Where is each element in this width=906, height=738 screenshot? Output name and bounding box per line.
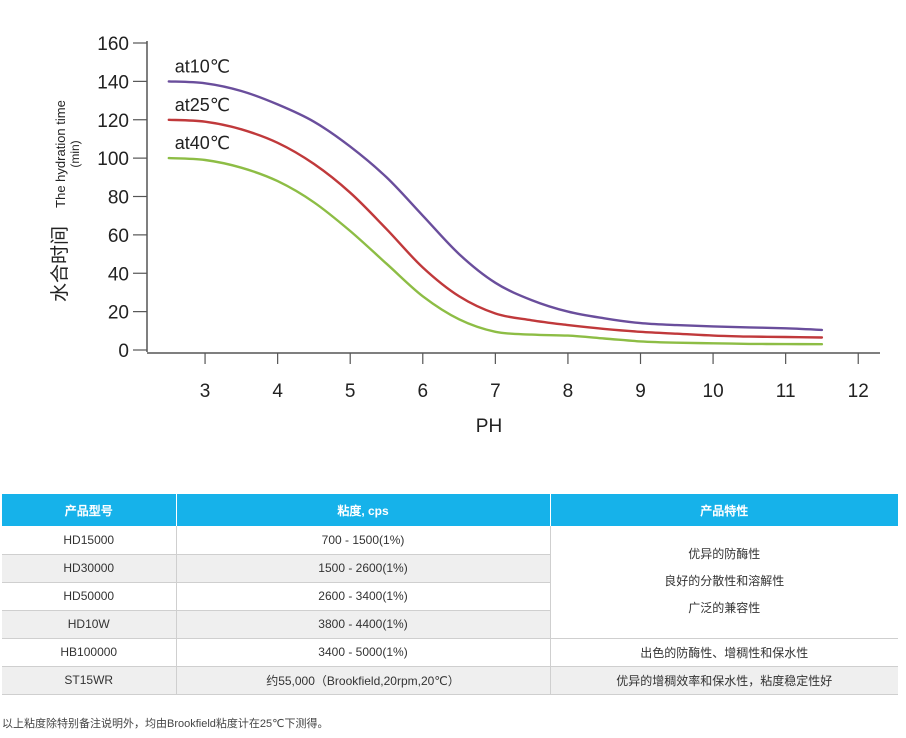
x-tick-label: 3 xyxy=(200,381,211,402)
x-tick-label: 11 xyxy=(776,381,796,402)
x-tick-label: 7 xyxy=(490,381,501,402)
cell-model: HD15000 xyxy=(2,526,177,555)
cell-viscosity: 3800 - 4400(1%) xyxy=(175,610,550,639)
y-tick-label: 60 xyxy=(108,226,129,247)
table-row: HD50000 2600 - 3400(1%) xyxy=(2,582,898,611)
y-tick-label: 40 xyxy=(108,264,129,285)
table-header-row: 产品型号 粘度, cps 产品特性 xyxy=(2,494,898,526)
cell-viscosity: 2600 - 3400(1%) xyxy=(175,582,550,611)
table-row: HB100000 3400 - 5000(1%) 出色的防酶性、增稠性和保水性 xyxy=(2,638,898,667)
feature-line: 广泛的兼容性 xyxy=(688,601,761,616)
table-row: ST15WR 约55,000（Brookfield,20rpm,20℃） 优异的… xyxy=(2,666,898,695)
cell-model: HD50000 xyxy=(2,582,177,611)
cell-viscosity: 700 - 1500(1%) xyxy=(175,526,551,555)
y-tick-label: 20 xyxy=(108,303,129,324)
series-label-2: at25℃ xyxy=(175,95,230,115)
cell-viscosity: 3400 - 5000(1%) xyxy=(175,638,551,667)
y-tick-label: 160 xyxy=(97,34,129,55)
cell-model: HD30000 xyxy=(2,554,177,583)
product-spec-table: 产品型号 粘度, cps 产品特性 HD15000 700 - 1500(1%)… xyxy=(2,494,898,695)
y-axis-label-unit: (min) xyxy=(68,140,82,167)
series-label-1: at10℃ xyxy=(175,56,230,76)
y-axis-label-en: The hydration time xyxy=(53,100,68,208)
y-tick-label: 80 xyxy=(108,188,129,209)
series-labels: at10℃ at25℃ at40℃ xyxy=(175,56,230,153)
x-axis: 3 4 5 6 7 8 9 10 11 12 xyxy=(147,352,880,402)
x-axis-label: PH xyxy=(476,416,502,437)
y-axis-label-cn: 水合时间 xyxy=(49,226,71,302)
cell-features: 优异的增稠效率和保水性，粘度稳定性好 xyxy=(549,666,898,695)
series-label-3: at40℃ xyxy=(175,133,230,153)
x-tick-label: 6 xyxy=(417,381,428,402)
header-features: 产品特性 xyxy=(549,494,898,526)
y-axis-label: 水合时间 The hydration time (min) xyxy=(49,100,82,302)
feature-line: 优异的防酶性 xyxy=(688,547,761,562)
y-tick-label: 120 xyxy=(97,111,129,132)
cell-features-merged: 优异的防酶性 良好的分散性和溶解性 广泛的兼容性 xyxy=(549,526,898,639)
header-viscosity: 粘度, cps xyxy=(175,494,550,526)
feature-line: 良好的分散性和溶解性 xyxy=(664,574,785,589)
y-tick-label: 0 xyxy=(118,341,129,362)
x-tick-label: 10 xyxy=(703,381,724,402)
series-line-3 xyxy=(167,156,824,346)
x-tick-label: 12 xyxy=(848,381,869,402)
x-tick-label: 5 xyxy=(345,381,356,402)
footnote: 以上粘度除特别备注说明外，均由Brookfield粘度计在25℃下测得。 xyxy=(2,718,329,730)
cell-model: HB100000 xyxy=(2,638,177,667)
table-row: HD15000 700 - 1500(1%) 优异的防酶性 良好的分散性和溶解性… xyxy=(2,526,898,639)
header-model: 产品型号 xyxy=(2,494,176,526)
series-layer xyxy=(167,80,824,346)
table-row: HD10W 3800 - 4400(1%) xyxy=(2,610,898,639)
table-row: HD30000 1500 - 2600(1%) xyxy=(2,554,898,583)
x-tick-label: 4 xyxy=(272,381,283,402)
cell-viscosity: 1500 - 2600(1%) xyxy=(175,554,550,583)
series-line-2 xyxy=(167,118,824,339)
series-line-1 xyxy=(167,80,824,332)
y-tick-label: 140 xyxy=(97,72,129,93)
x-tick-label: 8 xyxy=(563,381,574,402)
cell-model: HD10W xyxy=(2,610,177,639)
hydration-time-chart: 0 20 40 60 80 100 120 140 160 3 4 5 6 7 8 9 10 11 12 at10… xyxy=(49,34,880,437)
cell-viscosity: 约55,000（Brookfield,20rpm,20℃） xyxy=(175,666,551,695)
y-tick-label: 100 xyxy=(97,149,129,170)
cell-model: ST15WR xyxy=(2,666,177,695)
cell-features: 出色的防酶性、增稠性和保水性 xyxy=(549,638,898,667)
y-axis: 0 20 40 60 80 100 120 140 160 xyxy=(97,34,148,362)
x-tick-label: 9 xyxy=(635,381,646,402)
